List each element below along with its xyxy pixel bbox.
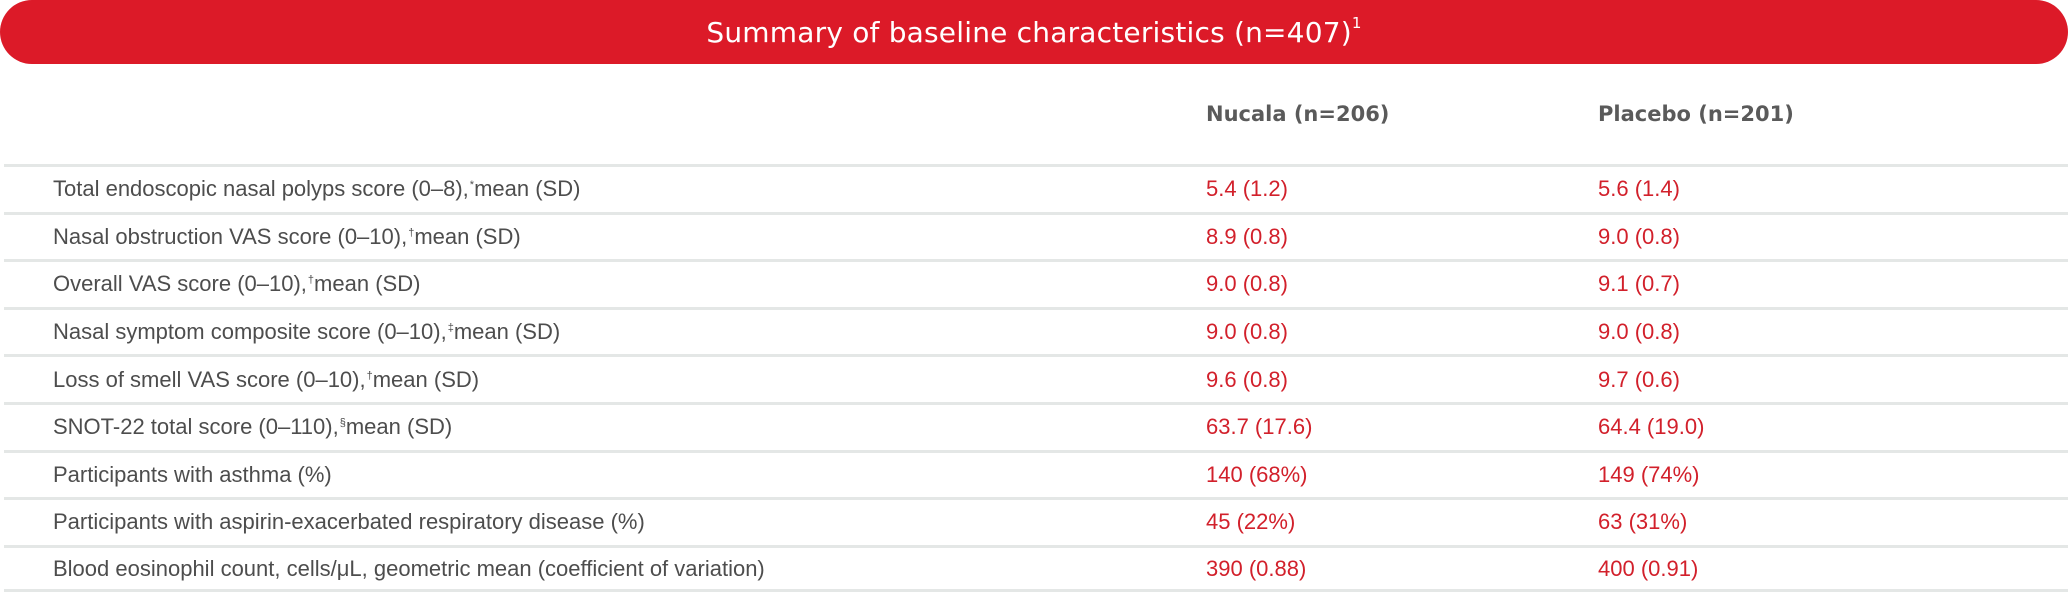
row-label: Nasal symptom composite score (0–10), ‡ m… bbox=[53, 310, 560, 355]
column-header-nucala: Nucala (n=206) bbox=[1206, 102, 1390, 126]
table-title: Summary of baseline characteristics (n=4… bbox=[706, 14, 1362, 49]
row-label: Participants with asthma (%) bbox=[53, 453, 333, 498]
row-label-suffix: mean (SD) bbox=[414, 223, 521, 249]
row-label-suffix: mean (SD) bbox=[372, 366, 480, 392]
footnote-mark: ‡ bbox=[447, 322, 454, 335]
table-row: Nasal symptom composite score (0–10), ‡ m… bbox=[4, 306, 2068, 355]
placebo-value: 9.0 (0.8) bbox=[1598, 223, 1680, 249]
column-header-placebo: Placebo (n=201) bbox=[1598, 102, 1794, 126]
nucala-value: 5.4 (1.2) bbox=[1206, 176, 1288, 202]
table-title-text: Summary of baseline characteristics (n=4… bbox=[706, 15, 1352, 49]
nucala-value: 8.9 (0.8) bbox=[1206, 223, 1288, 249]
row-label-text: Overall VAS score (0–10), bbox=[53, 271, 307, 297]
row-label-text: Blood eosinophil count, cells/μL, geomet… bbox=[53, 555, 765, 581]
table-row: Blood eosinophil count, cells/μL, geomet… bbox=[4, 544, 2068, 593]
table-row: Participants with aspirin-exacerbated re… bbox=[4, 497, 2068, 545]
row-label: Loss of smell VAS score (0–10), † mean (S… bbox=[53, 357, 479, 402]
table-row: Total endoscopic nasal polyps score (0–8… bbox=[4, 164, 2068, 212]
nucala-value: 45 (22%) bbox=[1206, 509, 1296, 535]
footnote-mark: † bbox=[307, 274, 315, 287]
title-reference: 1 bbox=[1351, 14, 1362, 33]
row-label: Overall VAS score (0–10), † mean (SD) bbox=[53, 262, 420, 307]
title-banner: Summary of baseline characteristics (n=4… bbox=[0, 0, 2068, 64]
nucala-value: 9.0 (0.8) bbox=[1206, 319, 1288, 345]
placebo-value: 64.4 (19.0) bbox=[1598, 414, 1705, 440]
row-label-suffix: mean (SD) bbox=[345, 414, 453, 440]
table-row: Participants with asthma (%) 140 (68%) 1… bbox=[4, 449, 2068, 498]
footnote-mark: § bbox=[339, 417, 346, 430]
nucala-value: 9.0 (0.8) bbox=[1206, 271, 1288, 297]
nucala-value: 63.7 (17.6) bbox=[1206, 414, 1313, 440]
row-label-text: Total endoscopic nasal polyps score (0–8… bbox=[53, 176, 469, 202]
placebo-value: 149 (74%) bbox=[1598, 461, 1700, 487]
row-label: Blood eosinophil count, cells/μL, geomet… bbox=[53, 548, 766, 590]
footnote-mark: † bbox=[366, 369, 373, 382]
row-label-text: SNOT-22 total score (0–110), bbox=[53, 414, 339, 440]
placebo-value: 9.7 (0.6) bbox=[1598, 366, 1680, 392]
row-label-text: Nasal symptom composite score (0–10), bbox=[53, 319, 447, 345]
row-label: Nasal obstruction VAS score (0–10), † mea… bbox=[53, 215, 521, 260]
nucala-value: 390 (0.88) bbox=[1206, 555, 1307, 581]
placebo-value: 9.0 (0.8) bbox=[1598, 319, 1680, 345]
nucala-value: 9.6 (0.8) bbox=[1206, 366, 1288, 392]
placebo-value: 63 (31%) bbox=[1598, 509, 1688, 535]
row-label-text: Loss of smell VAS score (0–10), bbox=[53, 366, 366, 392]
placebo-value: 5.6 (1.4) bbox=[1598, 176, 1680, 202]
row-label-suffix: mean (SD) bbox=[314, 271, 421, 297]
footnote-mark: * bbox=[469, 179, 475, 192]
baseline-table: Total endoscopic nasal polyps score (0–8… bbox=[4, 164, 2068, 593]
row-label: Total endoscopic nasal polyps score (0–8… bbox=[53, 167, 580, 212]
footnote-mark: † bbox=[408, 226, 415, 239]
row-label-text: Participants with aspirin-exacerbated re… bbox=[53, 509, 645, 535]
table-row: Loss of smell VAS score (0–10), † mean (S… bbox=[4, 354, 2068, 402]
row-label-suffix: mean (SD) bbox=[474, 176, 581, 202]
table-row: SNOT-22 total score (0–110), § mean (SD) … bbox=[4, 401, 2068, 450]
placebo-value: 9.1 (0.7) bbox=[1598, 271, 1680, 297]
row-label: SNOT-22 total score (0–110), § mean (SD) bbox=[53, 405, 452, 450]
row-label-text: Participants with asthma (%) bbox=[53, 461, 332, 487]
row-label-text: Nasal obstruction VAS score (0–10), bbox=[53, 223, 408, 249]
nucala-value: 140 (68%) bbox=[1206, 461, 1308, 487]
placebo-value: 400 (0.91) bbox=[1598, 555, 1699, 581]
row-label: Participants with aspirin-exacerbated re… bbox=[53, 500, 646, 545]
row-label-suffix: mean (SD) bbox=[453, 319, 561, 345]
table-row: Overall VAS score (0–10), † mean (SD) 9.0… bbox=[4, 259, 2068, 307]
table-row: Nasal obstruction VAS score (0–10), † mea… bbox=[4, 211, 2068, 260]
